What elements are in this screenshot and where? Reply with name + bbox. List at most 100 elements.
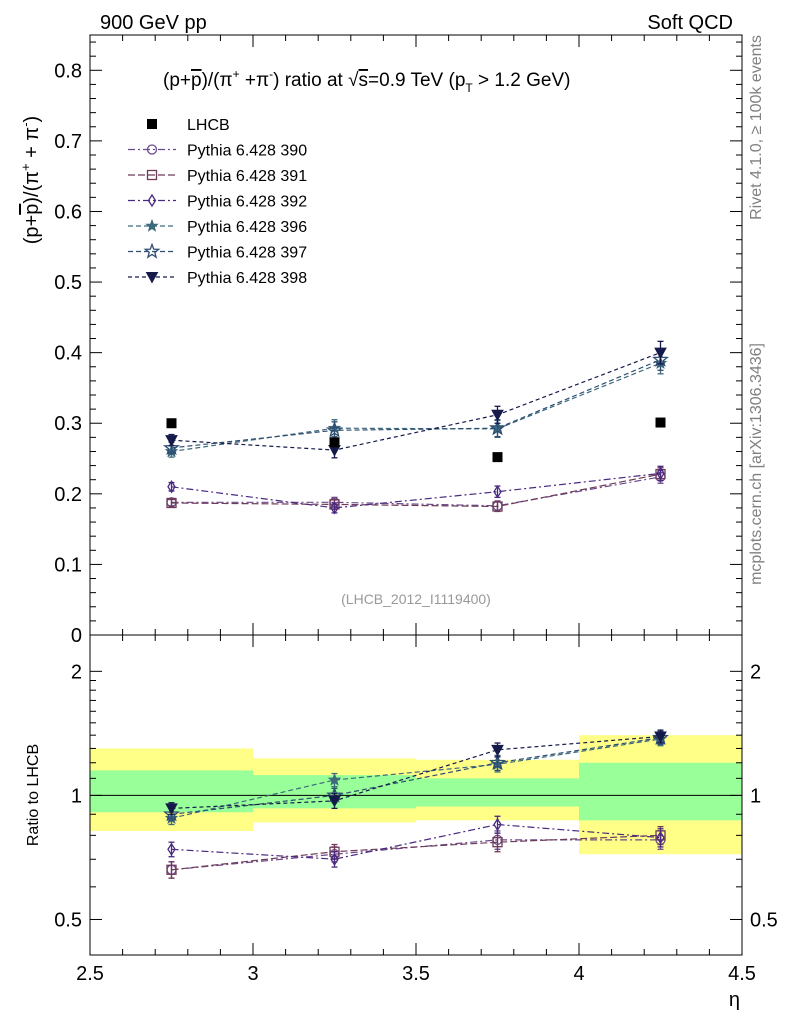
main-marker: [165, 435, 178, 447]
legend-label: Pythia 6.428 396: [187, 219, 307, 236]
main-y-tick-label: 0.5: [54, 272, 82, 294]
ratio-uncertainty-bands: [90, 735, 742, 855]
main-y-axis-label: (p+p)/(π+ + π-): [18, 116, 43, 244]
ylabel-end: ): [21, 116, 43, 123]
main-series-4: [162, 348, 669, 456]
ratio-marker: [493, 817, 502, 832]
legend: LHCB Pythia 6.428 390 Pythia 6.428 391 Pyth…: [128, 117, 307, 287]
main-y-tick-label: 0.3: [54, 413, 82, 435]
x-tick-label: 4: [573, 963, 584, 985]
legend-marker: [147, 193, 157, 208]
lhcb-data-point: [329, 437, 340, 448]
title-plus: +π: [240, 70, 269, 91]
mcplots-label: mcplots.cern.ch [arXiv:1306.3436]: [748, 343, 765, 585]
main-marker: [656, 466, 665, 481]
header-right: Soft QCD: [647, 12, 733, 34]
legend-label: Pythia 6.428 391: [187, 168, 307, 185]
ylabel-pbar: p: [21, 204, 43, 215]
ratio-marker: [491, 744, 504, 757]
ylabel-mid: )/(π: [21, 171, 43, 204]
ratio-y-ticks: 0.5 0.5 1 1 2 2: [54, 661, 778, 931]
chart-title: (p+p)/(π+ +π-) ratio at √s=0.9 TeV (pT >…: [163, 67, 570, 95]
legend-marker: [145, 272, 159, 284]
ratio-marker: [489, 753, 506, 770]
legend-label-lhcb: LHCB: [187, 117, 230, 134]
ratio-series-line: [171, 735, 661, 809]
ratio-series-line: [171, 737, 661, 815]
main-series-5: [165, 340, 667, 459]
main-y-tick-label: 0.7: [54, 131, 82, 153]
ylabel-sup2: -: [18, 122, 33, 126]
main-y-tick-label: 0.2: [54, 484, 82, 506]
main-panel: 00.10.20.30.40.50.60.70.8 (p+p)/(π+ +π-)…: [18, 34, 743, 647]
header-left: 900 GeV pp: [100, 12, 207, 34]
ratio-marker: [166, 864, 177, 875]
ratio-marker: [656, 830, 665, 845]
title-ratio: ) ratio at: [273, 70, 348, 91]
ratio-y-tick-label: 1: [71, 785, 82, 807]
lhcb-data-points: [166, 417, 666, 463]
main-marker: [330, 501, 339, 515]
ratio-x-ticks: 2.5 3 3.5 4 4.5: [76, 635, 756, 985]
ratio-marker: [654, 731, 667, 743]
main-marker: [489, 419, 506, 436]
title-mid: )/(π: [202, 70, 233, 91]
main-y-tick-label: 0.4: [54, 343, 82, 365]
legend-marker: [143, 242, 161, 259]
ratio-inner-band: [416, 778, 579, 807]
ratio-series-5: [165, 729, 667, 815]
ratio-y-tick-label-right: 0.5: [750, 909, 778, 931]
main-y-tick-label: 0: [71, 625, 82, 647]
main-series-line: [171, 472, 661, 509]
main-x-ticks: [89, 35, 743, 635]
main-series-2: [167, 465, 665, 515]
ratio-series-2: [167, 815, 665, 868]
main-marker: [493, 484, 502, 499]
lhcb-data-point: [166, 418, 177, 429]
main-series-line: [171, 352, 661, 451]
legend-label: Pythia 6.428 390: [187, 143, 307, 160]
main-y-tick-label: 0.6: [54, 201, 82, 223]
x-tick-label: 2.5: [76, 963, 104, 985]
main-y-ticks: 0 0.1 0.2 0.3 0.4 0.5 0.6 0.7 0.8: [54, 41, 742, 647]
main-series-line: [171, 473, 661, 508]
legend-marker: [146, 144, 158, 155]
main-series-line: [171, 476, 661, 507]
title-pbar: p: [191, 70, 202, 91]
main-y-tick-label: 0.8: [54, 60, 82, 82]
legend-label: Pythia 6.428 398: [187, 270, 307, 287]
title-energy: =0.9 TeV (p: [368, 70, 465, 91]
title-sup1: +: [233, 67, 240, 81]
x-axis-label: η: [729, 989, 740, 1011]
main-marker: [326, 421, 343, 438]
main-marker: [166, 497, 177, 509]
main-series-3: [164, 351, 668, 458]
ratio-panel: 0.5 0.5 1 1 2 2 2.5 3 3.5 4 4.5 Ratio to LHCB η: [25, 634, 778, 1011]
ratio-y-tick-label: 2: [71, 661, 82, 683]
ratio-marker: [330, 852, 339, 866]
main-marker: [491, 409, 504, 422]
analysis-watermark: (LHCB_2012_I1119400): [341, 591, 491, 607]
title-sqrt: √: [348, 70, 359, 91]
legend-label: Pythia 6.428 397: [187, 245, 307, 262]
legend-lhcb-marker: [147, 119, 157, 129]
main-marker: [162, 438, 181, 456]
x-tick-label: 4.5: [728, 963, 756, 985]
ylabel-sup1: +: [18, 163, 33, 171]
lhcb-data-point: [655, 417, 666, 428]
title-sup2: -: [269, 67, 273, 81]
ratio-series: [163, 728, 669, 879]
legend-marker: [145, 218, 159, 232]
lhcb-data-point: [492, 452, 503, 463]
ratio-marker: [327, 772, 342, 786]
ratio-marker: [492, 837, 503, 848]
main-series: [162, 340, 669, 515]
ylabel-prefix: (p+: [21, 215, 43, 244]
ratio-y-axis-label: Ratio to LHCB: [25, 744, 42, 846]
title-s: s: [359, 70, 369, 91]
title-prefix: (p+: [163, 70, 191, 91]
title-sub: T: [465, 81, 473, 95]
ratio-series-line: [171, 834, 661, 871]
ratio-series-line: [171, 823, 661, 860]
